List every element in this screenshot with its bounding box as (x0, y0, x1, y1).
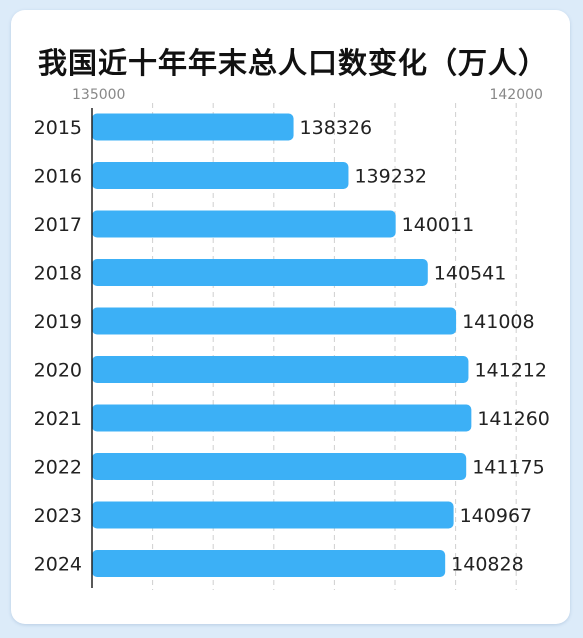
data-label: 139232 (354, 166, 427, 188)
bar (92, 162, 349, 189)
category-label: 2015 (34, 117, 82, 139)
bar (92, 307, 457, 335)
data-label: 141212 (474, 360, 547, 382)
data-label: 141175 (472, 457, 545, 479)
category-label: 2021 (34, 408, 82, 430)
category-label: 2018 (34, 263, 82, 285)
data-label: 140541 (434, 263, 507, 285)
data-label: 140011 (402, 214, 475, 236)
category-label: 2024 (34, 554, 82, 576)
category-label: 2020 (34, 360, 82, 382)
bar (92, 404, 472, 432)
bar (92, 453, 467, 480)
data-label: 141260 (477, 408, 550, 430)
data-label: 140828 (451, 554, 524, 576)
data-label: 141008 (462, 311, 535, 333)
data-label: 138326 (300, 117, 373, 139)
bar (92, 210, 396, 238)
category-label: 2023 (34, 505, 82, 527)
bar (92, 501, 454, 529)
bar (92, 356, 469, 383)
category-label: 2019 (34, 311, 82, 333)
bar (92, 113, 294, 141)
bar (92, 550, 446, 577)
data-label: 140967 (460, 505, 533, 527)
category-label: 2017 (34, 214, 82, 236)
chart-title: 我国近十年年末总人口数变化（万人） (38, 46, 549, 80)
category-label: 2016 (34, 166, 82, 188)
x-tick-label: 142000 (489, 87, 542, 103)
x-tick-label: 135000 (72, 87, 125, 103)
bar (92, 259, 428, 286)
category-label: 2022 (34, 457, 82, 479)
